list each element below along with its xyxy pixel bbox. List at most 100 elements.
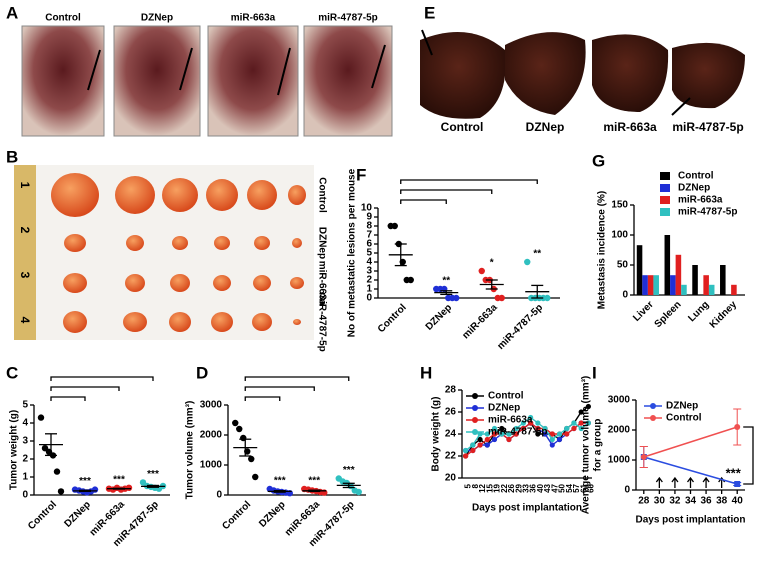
legend-label: Control: [488, 391, 524, 402]
x-tick-label: Kidney: [708, 299, 740, 331]
legend-marker: [650, 403, 656, 409]
y-tick-label: 0: [624, 485, 630, 496]
y-tick-label: 0: [22, 490, 28, 501]
treatment-arrow: [671, 476, 679, 488]
x-tick-label: 26: [507, 483, 516, 492]
x-tick-label: DZNep: [424, 302, 455, 333]
y-tick-label: 2: [22, 454, 28, 465]
y-tick-label: 3: [22, 436, 28, 447]
data-point: [232, 419, 239, 427]
y-tick-label: 2000: [608, 425, 631, 436]
data-point: [91, 486, 99, 493]
data-point: [355, 488, 362, 496]
photo-caption: miR-663a: [316, 261, 327, 306]
photo-caption: miR-663a: [603, 120, 657, 134]
data-point: [520, 425, 526, 432]
y-tick-label: 5: [22, 400, 28, 411]
data-point: [549, 436, 555, 443]
y-tick-label: 3000: [608, 395, 631, 406]
data-point: [734, 424, 741, 430]
y-tick-label: 28: [445, 385, 457, 396]
photo-caption: DZNep: [526, 120, 565, 134]
y-tick-label: 4: [366, 257, 372, 268]
ruler-mark: 4: [18, 317, 32, 324]
x-tick-label: 36: [529, 483, 538, 492]
data-point: [528, 414, 534, 421]
y-tick-label: 26: [445, 407, 457, 418]
x-tick-label: 40: [732, 496, 744, 507]
panel-label: E: [424, 3, 435, 22]
photo-caption: DZNep: [141, 13, 173, 24]
data-point: [520, 420, 526, 426]
x-tick-label: DZNep: [62, 499, 93, 530]
comparison-bracket: [743, 426, 754, 485]
treatment-arrow: [702, 476, 710, 488]
y-tick-label: 0: [622, 290, 628, 301]
y-tick-label: 0: [216, 490, 222, 501]
comparison-bracket: [400, 189, 493, 194]
comparison-bracket: [244, 376, 350, 381]
x-tick-label: 8: [471, 483, 480, 488]
legend-label: Control: [666, 413, 702, 424]
data-point: [544, 294, 551, 302]
bar: [731, 284, 737, 295]
x-tick-label: 22: [500, 483, 509, 492]
data-point: [556, 436, 563, 443]
data-point: [524, 258, 531, 266]
bar: [692, 265, 698, 295]
data-point: [484, 436, 490, 443]
data-point: [53, 468, 61, 475]
series-line: [643, 426, 738, 458]
panel-label: C: [6, 363, 18, 382]
panel-label: D: [196, 363, 208, 382]
data-point: [252, 473, 259, 481]
significance: ***: [113, 474, 125, 485]
data-point: [499, 431, 505, 437]
ruler-mark: 2: [18, 227, 32, 234]
photo-panel-a: [21, 25, 393, 137]
bar: [647, 275, 654, 295]
significance: ***: [308, 476, 320, 487]
data-point: [391, 222, 398, 230]
comparison-bracket: [50, 376, 154, 381]
treatment-arrow: [686, 476, 695, 488]
data-point: [549, 431, 555, 437]
x-tick-label: 19: [493, 483, 502, 492]
x-tick-label: Lung: [686, 299, 711, 324]
data-point: [57, 488, 65, 495]
y-tick-label: 24: [445, 429, 457, 440]
data-point: [564, 425, 570, 432]
photo-caption: miR-663a: [231, 13, 276, 24]
y-tick-label: 2: [366, 275, 372, 286]
y-tick-label: 20: [445, 473, 457, 484]
y-tick-label: 4: [22, 418, 28, 429]
data-point: [542, 431, 548, 437]
y-tick-label: 2000: [200, 430, 223, 441]
panel-label: H: [420, 363, 432, 382]
bar: [708, 284, 715, 295]
legend-marker: [650, 415, 656, 421]
data-point: [513, 425, 519, 432]
data-point: [484, 442, 490, 448]
data-point: [734, 481, 741, 487]
data-point: [585, 403, 591, 410]
data-point: [470, 442, 476, 448]
ruler-mark: 3: [18, 272, 32, 279]
data-point: [585, 420, 591, 426]
x-tick-label: 66: [586, 483, 595, 492]
x-tick-label: 54: [565, 483, 574, 492]
data-point: [491, 436, 498, 443]
y-tick-label: 7: [366, 230, 372, 241]
bar: [720, 265, 726, 295]
data-point: [535, 431, 541, 437]
y-tick-label: 1000: [200, 460, 223, 471]
significance: ***: [147, 469, 159, 480]
data-point: [513, 431, 519, 437]
y-axis-label: Tumor weight (g): [9, 410, 20, 490]
data-point: [477, 442, 483, 448]
data-point: [453, 294, 460, 302]
data-point: [478, 267, 485, 275]
legend-swatch: [660, 172, 670, 180]
data-point: [528, 420, 534, 426]
data-point: [470, 447, 476, 454]
